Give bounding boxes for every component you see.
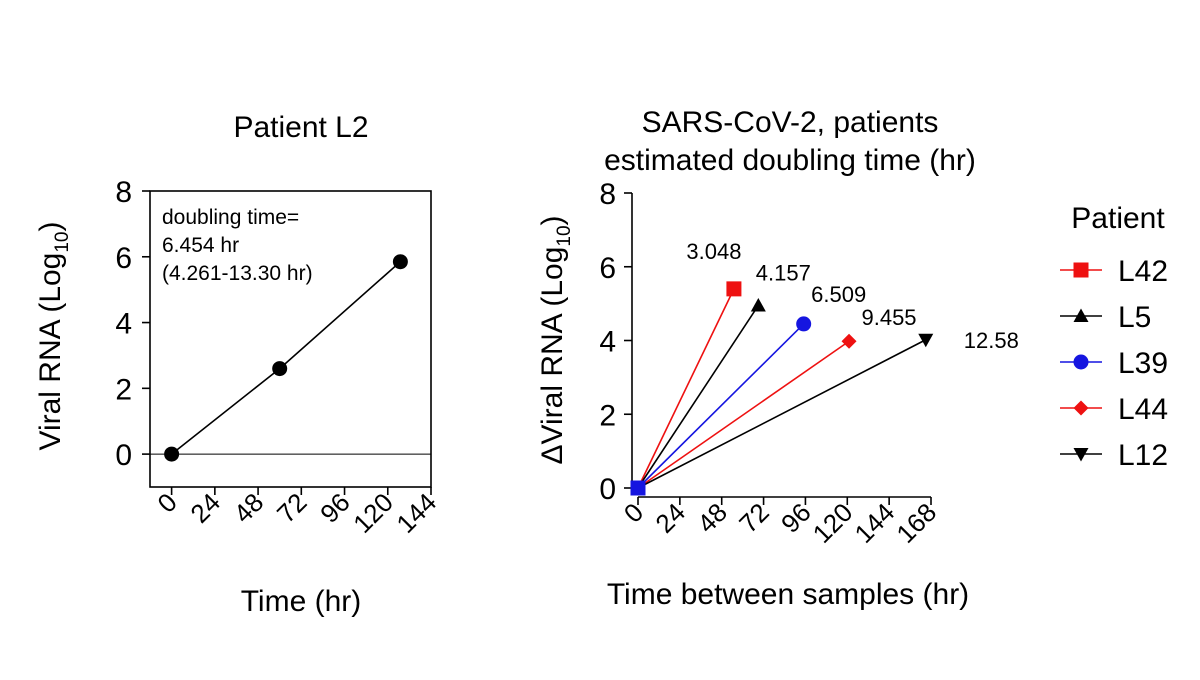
- doubling-time-label-l39: 6.509: [811, 282, 866, 307]
- left-data-point: [392, 254, 408, 270]
- right-chart-subtitle: estimated doubling time (hr): [604, 144, 976, 177]
- right-y-tick-label: 0: [599, 473, 616, 506]
- right-y-axis-label: ΔViral RNA (Log10): [536, 215, 575, 464]
- legend-marker-l42: [1073, 262, 1089, 278]
- left-x-tick-label: 96: [314, 487, 356, 529]
- right-y-tick-label: 6: [599, 252, 616, 285]
- right-y-label-close: ): [536, 215, 569, 225]
- left-chart-title: Patient L2: [233, 111, 368, 144]
- annotation-line-3: (4.261-13.30 hr): [162, 262, 313, 285]
- left-y-label-main: Viral RNA (Log: [34, 253, 67, 451]
- right-y-tick-label: 8: [599, 178, 616, 211]
- right-y-tick-label: 4: [599, 326, 616, 359]
- left-x-tick-label: 48: [228, 487, 270, 529]
- left-x-tick-label: 144: [390, 487, 442, 539]
- right-x-axis-label: Time between samples (hr): [607, 578, 969, 611]
- series-line-l44: [637, 340, 850, 489]
- left-data-point: [164, 446, 180, 462]
- left-y-tick-label: 2: [115, 373, 132, 406]
- legend-marker-l44: [1073, 400, 1089, 416]
- left-x-axis-label: Time (hr): [241, 585, 362, 618]
- right-x-tick-label: 48: [691, 497, 733, 539]
- right-x-tick-label: 168: [890, 497, 942, 549]
- left-x-tick-label: 24: [184, 487, 226, 529]
- left-x-tick-label: 72: [271, 487, 313, 529]
- left-y-label-close: ): [34, 221, 67, 231]
- legend-marker-l5: [1073, 308, 1089, 322]
- series-line-l5: [637, 305, 760, 489]
- data-point-l42: [726, 281, 742, 297]
- legend-label-l42: L42: [1118, 255, 1168, 288]
- data-point-l39: [796, 316, 812, 332]
- legend-items: L42 L5 L39 L44 L12: [1060, 255, 1168, 472]
- doubling-time-label-l5: 4.157: [756, 260, 811, 285]
- left-plot-frame: [149, 190, 432, 488]
- right-x-tick-label: 72: [733, 497, 775, 539]
- legend-label-l12: L12: [1118, 439, 1168, 472]
- doubling-time-annotation: doubling time= 6.454 hr (4.261-13.30 hr): [162, 206, 313, 285]
- annotation-line-2: 6.454 hr: [162, 234, 239, 257]
- legend-label-l39: L39: [1118, 347, 1168, 380]
- legend-label-l5: L5: [1118, 301, 1151, 334]
- origin-point: [630, 480, 646, 496]
- legend-marker-l12: [1073, 448, 1089, 462]
- right-y-tick-label: 2: [599, 399, 616, 432]
- left-y-tick-label: 0: [115, 439, 132, 472]
- left-data-marks: [164, 254, 408, 462]
- left-series-line: [171, 261, 401, 455]
- right-x-tick-label: 24: [649, 497, 691, 539]
- doubling-time-chart: SARS-CoV-2, patients estimated doubling …: [536, 106, 1019, 611]
- right-x-tick-label: 120: [807, 497, 859, 549]
- legend-label-l44: L44: [1118, 393, 1168, 426]
- left-x-tick-label: 120: [347, 487, 399, 539]
- legend-marker-l39: [1073, 354, 1089, 370]
- data-point-l12: [918, 333, 934, 348]
- left-y-tick-label: 8: [115, 176, 132, 209]
- left-data-point: [272, 361, 288, 377]
- right-chart-title: SARS-CoV-2, patients: [642, 106, 939, 139]
- left-y-axis-label: Viral RNA (Log10): [34, 221, 73, 450]
- doubling-time-label-l42: 3.048: [686, 239, 741, 264]
- left-y-tick-label: 4: [115, 308, 132, 341]
- data-point-l5: [750, 297, 766, 312]
- series-line-l42: [637, 288, 735, 489]
- doubling-time-label-l44: 9.455: [861, 305, 916, 330]
- legend-title: Patient: [1071, 202, 1165, 235]
- left-y-tick-label: 6: [115, 242, 132, 275]
- right-x-tick-label: 0: [618, 497, 649, 528]
- data-point-l44: [841, 333, 857, 349]
- series-line-l12: [637, 339, 927, 489]
- left-y-label-sub: 10: [52, 231, 73, 252]
- right-y-label-main: ΔViral RNA (Log: [536, 247, 569, 465]
- left-x-tick-label: 0: [151, 487, 182, 518]
- right-x-tick-label: 144: [848, 497, 900, 549]
- doubling-time-label-l12: 12.58: [964, 328, 1019, 353]
- series-line-l39: [637, 323, 805, 489]
- legend: Patient L42 L5 L39 L44 L12: [1060, 202, 1168, 472]
- right-y-label-sub: 10: [554, 225, 575, 246]
- annotation-line-1: doubling time=: [162, 206, 299, 229]
